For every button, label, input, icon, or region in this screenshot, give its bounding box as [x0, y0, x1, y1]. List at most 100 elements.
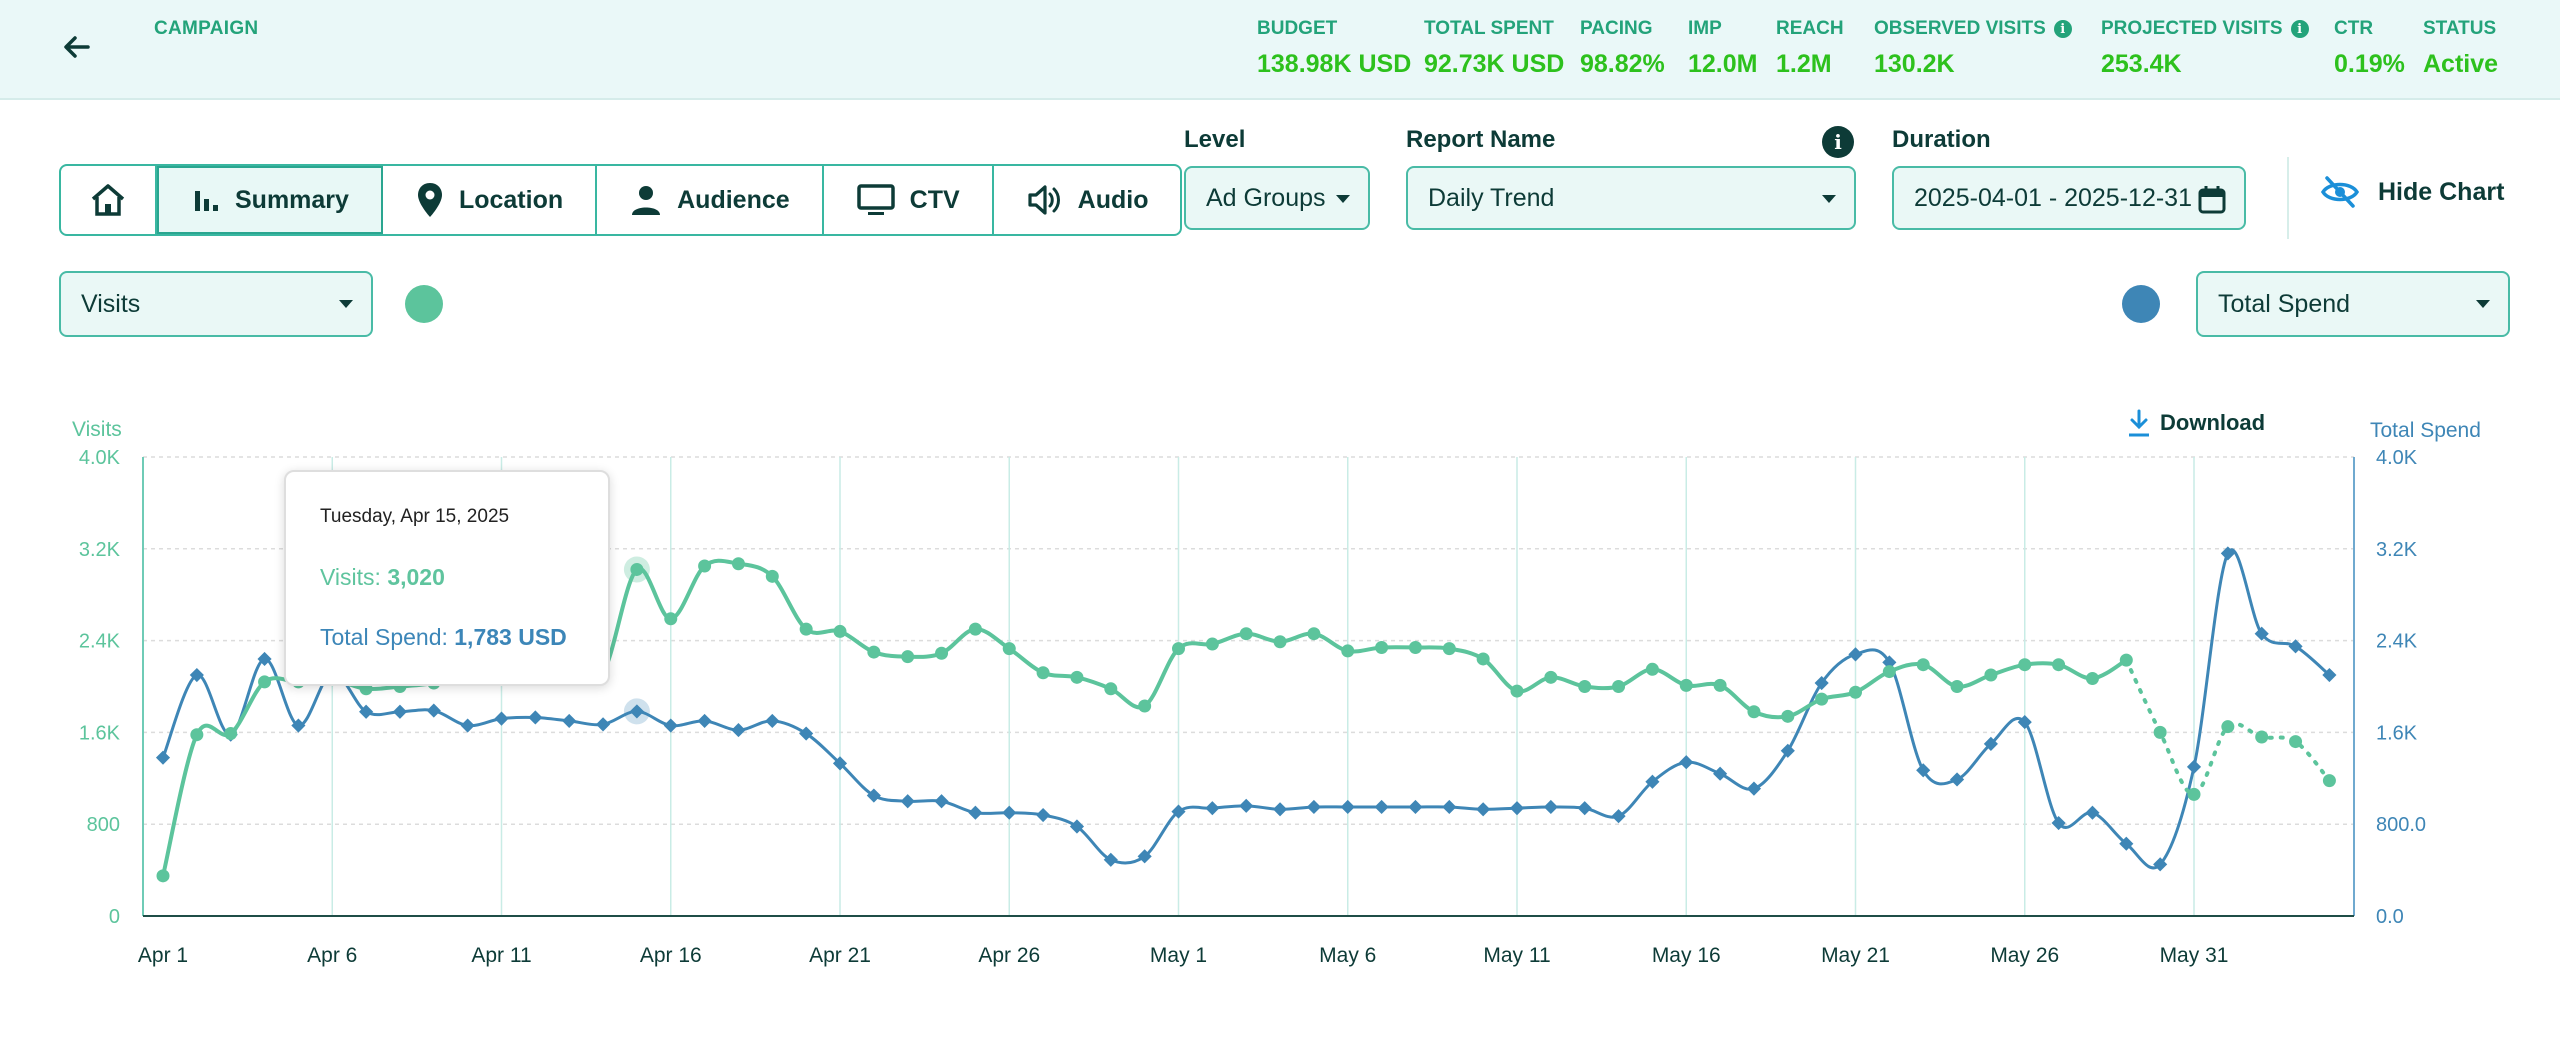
tooltip-visits-label: Visits: [320, 564, 388, 590]
spend-legend-dot [2122, 285, 2160, 323]
duration-value: 2025-04-01 - 2025-12-31 [1914, 183, 2192, 212]
spend-data-point [799, 726, 814, 741]
y-tick-label-right: 2.4K [2376, 631, 2418, 653]
metric-label: BUDGET [1257, 18, 1411, 40]
metric-imp: IMP 12.0M [1688, 18, 1757, 79]
visits-data-point [1713, 678, 1727, 692]
divider [2287, 157, 2289, 239]
metric-value: 12.0M [1688, 50, 1758, 78]
visits-data-point [2322, 774, 2336, 788]
download-label: Download [2160, 410, 2266, 435]
metric-label-text: REACH [1776, 18, 1844, 39]
level-select[interactable]: Ad Groups [1184, 166, 1370, 230]
chevron-down-icon [2476, 300, 2490, 308]
visits-data-point [935, 646, 949, 660]
y-tick-label-left: 3.2K [79, 539, 121, 561]
home-icon [89, 182, 127, 218]
visits-data-point [1341, 644, 1355, 658]
visits-data-point [1645, 662, 1659, 676]
spend-data-point [1746, 781, 1762, 796]
visits-data-point [765, 569, 779, 583]
tab-label: Audience [677, 185, 790, 214]
spend-data-point [1272, 802, 1288, 817]
y-tick-label-left: 1.6K [79, 722, 121, 744]
visits-data-point [968, 622, 982, 636]
metric-value: Active [2423, 50, 2499, 78]
spend-data-point [1306, 799, 1321, 815]
spend-data-point [1103, 852, 1118, 867]
spend-data-point [832, 756, 848, 771]
metric-status: STATUS Active [2423, 18, 2498, 79]
spend-data-point [562, 713, 577, 728]
metric-value: 253.4K [2101, 50, 2182, 78]
spend-data-point [1882, 655, 1897, 670]
x-tick-label: May 26 [1990, 944, 2059, 967]
back-arrow-icon[interactable] [58, 28, 96, 66]
visits-data-point [664, 612, 678, 626]
visits-data-point [1036, 666, 1050, 680]
visits-data-point [258, 675, 272, 689]
tab-label: Audio [1077, 185, 1149, 214]
visits-data-point [2052, 658, 2066, 672]
tooltip-spend-label: Total Spend: [320, 624, 455, 650]
visits-data-point [1849, 685, 1862, 699]
metric-observed-visits: OBSERVED VISITS i 130.2K [1874, 18, 2072, 79]
y-axis-title-right: Total Spend [2370, 419, 2481, 442]
tab-location[interactable]: Location [383, 166, 598, 234]
spend-data-point [1780, 743, 1795, 758]
visits-data-point [2255, 730, 2269, 744]
download-button[interactable]: Download [2126, 408, 2265, 438]
visits-data-point [1002, 642, 1016, 656]
metric-label-text: IMP [1688, 18, 1722, 39]
right-metric-select[interactable]: Total Spend [2196, 271, 2510, 337]
visits-data-point [799, 622, 813, 636]
chevron-down-icon [339, 300, 353, 308]
x-tick-label: May 11 [1483, 944, 1550, 967]
visits-data-point [1205, 637, 1219, 651]
spend-data-point [765, 713, 780, 728]
tab-audience[interactable]: Audience [597, 166, 824, 234]
spend-data-point [1713, 766, 1728, 781]
spend-data-point [494, 711, 509, 726]
spend-data-point [359, 704, 374, 719]
visits-data-point [190, 728, 204, 742]
duration-picker[interactable]: 2025-04-01 - 2025-12-31 [1892, 166, 2246, 230]
info-icon[interactable]: i [1822, 126, 1854, 158]
tab-home[interactable] [61, 166, 157, 234]
tab-ctv[interactable]: CTV [824, 166, 994, 234]
metric-budget: BUDGET 138.98K USD [1257, 18, 1411, 79]
y-tick-label-right: 0.0 [2376, 906, 2404, 928]
left-metric-select[interactable]: Visits [59, 271, 373, 337]
spend-data-point [1239, 798, 1254, 813]
visits-data-point [1476, 652, 1490, 666]
info-icon[interactable]: i [2053, 20, 2072, 38]
metric-value: 0.19% [2334, 50, 2405, 78]
spend-data-point [2017, 715, 2032, 730]
hide-chart-button[interactable]: Hide Chart [2320, 174, 2504, 210]
tab-summary[interactable]: Summary [157, 166, 383, 234]
visits-data-point [1612, 680, 1626, 693]
tab-audio[interactable]: Audio [994, 166, 1181, 234]
info-icon[interactable]: i [2290, 20, 2309, 38]
spend-data-point [697, 713, 712, 728]
chevron-down-icon [1822, 195, 1836, 203]
spend-data-point [1916, 763, 1931, 778]
tooltip-visits-value: 3,020 [387, 564, 445, 590]
report-name-select[interactable]: Daily Trend [1406, 166, 1856, 230]
x-tick-label: Apr 1 [138, 944, 188, 967]
spend-data-point [1408, 799, 1423, 815]
x-tick-label: May 6 [1319, 944, 1376, 967]
right-metric-value: Total Spend [2218, 289, 2351, 318]
left-metric-value: Visits [81, 289, 141, 318]
location-pin-icon [415, 181, 445, 219]
y-tick-label-right: 3.2K [2376, 539, 2418, 561]
x-tick-label: Apr 21 [809, 944, 871, 967]
visits-data-point [1104, 682, 1118, 696]
metric-label: PROJECTED VISITS i [2101, 18, 2309, 40]
metric-label-text: PROJECTED VISITS [2101, 18, 2283, 39]
spend-data-point [528, 710, 543, 725]
spend-data-point [1036, 807, 1051, 823]
visits-data-point [1815, 692, 1829, 706]
report-name-select-value: Daily Trend [1428, 183, 1555, 212]
eye-off-icon [2320, 176, 2360, 208]
